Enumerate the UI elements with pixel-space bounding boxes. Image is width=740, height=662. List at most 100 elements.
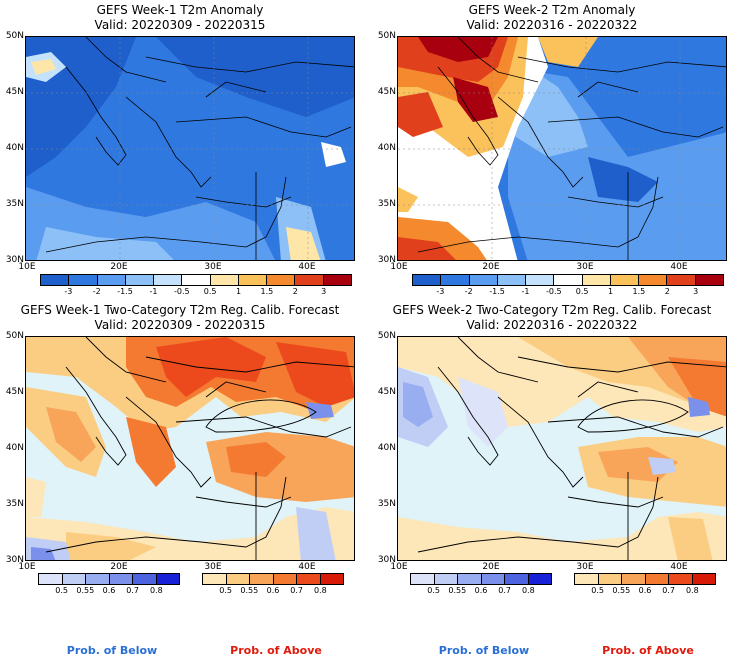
anomaly-colorbar-week1-swatch bbox=[295, 275, 324, 285]
below-colorbar-week2-tick-label: 0.6 bbox=[474, 586, 488, 595]
below-colorbar-week2-tick-label: 0.8 bbox=[521, 586, 535, 595]
panel1-title: GEFS Week-1 T2m Anomaly bbox=[96, 3, 264, 17]
p2-lon-30: 30E bbox=[576, 262, 594, 272]
anomaly-colorbar-week1-tick-label: 1 bbox=[235, 287, 242, 296]
above-colorbar-week1-swatch bbox=[297, 574, 321, 584]
anomaly-colorbar-week1-tick-label: -2 bbox=[92, 287, 101, 296]
p4-lon-40: 40E bbox=[670, 562, 688, 572]
below-colorbar-week1-swatch bbox=[62, 574, 86, 584]
p2-lon-40: 40E bbox=[670, 262, 688, 272]
above-colorbar-week1-swatch bbox=[203, 574, 227, 584]
above-colorbar-week2-swatch bbox=[575, 574, 599, 584]
map-week2-probability bbox=[397, 336, 727, 561]
panel2-valid: Valid: 20220316 - 20220322 bbox=[466, 18, 638, 32]
p1-lat-45: 45N bbox=[5, 87, 24, 97]
above-colorbar-week1-tick-label: 0.6 bbox=[266, 586, 280, 595]
above-colorbar-week1-tick-label: 0.8 bbox=[313, 586, 327, 595]
below-colorbar-week1 bbox=[38, 573, 180, 585]
p2-lon-10: 10E bbox=[390, 262, 408, 272]
anomaly-colorbar-week1-tick-label: -1.5 bbox=[117, 287, 133, 296]
anomaly-colorbar-week1-swatch bbox=[210, 275, 239, 285]
p2-lat-45: 45N bbox=[377, 87, 396, 97]
anomaly-colorbar-week2-tick-label: 1 bbox=[607, 287, 614, 296]
p4-lon-30: 30E bbox=[576, 562, 594, 572]
below-colorbar-week2-swatch bbox=[505, 574, 529, 584]
p3-lon-10: 10E bbox=[18, 562, 36, 572]
p1-lon-20: 20E bbox=[110, 262, 128, 272]
anomaly-colorbar-week2-swatch bbox=[582, 275, 611, 285]
p4-lat-45: 45N bbox=[377, 387, 396, 397]
panel2-title-block: GEFS Week-2 T2m Anomaly Valid: 20220316 … bbox=[372, 3, 732, 33]
anomaly-colorbar-week1-swatch bbox=[97, 275, 126, 285]
anomaly-colorbar-week2-tick-label: 0.5 bbox=[575, 287, 589, 296]
panel1-valid: Valid: 20220309 - 20220315 bbox=[94, 18, 266, 32]
below-colorbar-week2 bbox=[410, 573, 552, 585]
below-colorbar-week1-tick-label: 0.8 bbox=[149, 586, 163, 595]
above-colorbar-week2-tick-label: 0.8 bbox=[685, 586, 699, 595]
p1-lat-35: 35N bbox=[5, 199, 24, 209]
map-week1-anomaly bbox=[25, 36, 355, 261]
anomaly-colorbar-week2-tick-label: -3 bbox=[436, 287, 445, 296]
above-colorbar-week1 bbox=[202, 573, 344, 585]
above-colorbar-week1-tick-label: 0.5 bbox=[219, 586, 233, 595]
anomaly-colorbar-week2-swatch bbox=[497, 275, 527, 285]
anomaly-colorbar-week1-tick-label: 2 bbox=[292, 287, 298, 296]
anomaly-colorbar-week1-swatch bbox=[125, 275, 155, 285]
p3-lon-40: 40E bbox=[298, 562, 316, 572]
anomaly-colorbar-week2-swatch bbox=[526, 275, 555, 285]
panel3-title-block: GEFS Week-1 Two-Category T2m Reg. Calib.… bbox=[0, 303, 360, 333]
anomaly-colorbar-week1-tick-label: 3 bbox=[321, 287, 327, 296]
p1-lon-40: 40E bbox=[298, 262, 316, 272]
map-week2-anomaly bbox=[397, 36, 727, 261]
p2-lon-20: 20E bbox=[482, 262, 500, 272]
above-colorbar-week1-swatch bbox=[226, 574, 250, 584]
anomaly-colorbar-week2 bbox=[412, 274, 724, 286]
below-colorbar-week1-tick-label: 0.5 bbox=[55, 586, 69, 595]
above-colorbar-week2-tick-label: 0.6 bbox=[638, 586, 652, 595]
anomaly-colorbar-week1-swatch bbox=[238, 275, 268, 285]
p2-lat-50: 50N bbox=[377, 31, 396, 41]
anomaly-colorbar-week1-tick-label: 1.5 bbox=[260, 287, 274, 296]
map-week1-probability bbox=[25, 336, 355, 561]
below-colorbar-week1-swatch bbox=[156, 574, 179, 584]
anomaly-colorbar-week2-swatch bbox=[413, 275, 442, 285]
p4-lat-30: 30N bbox=[377, 555, 396, 565]
p1-lon-10: 10E bbox=[18, 262, 36, 272]
map-week1-probability-graphic bbox=[26, 337, 354, 560]
above-colorbar-week2-swatch bbox=[598, 574, 622, 584]
above-colorbar-week2-tick-label: 0.7 bbox=[662, 586, 676, 595]
prob-above-label-week1: Prob. of Above bbox=[230, 644, 322, 657]
anomaly-colorbar-week1-tick-label: -0.5 bbox=[174, 287, 190, 296]
above-colorbar-week1-tick-label: 0.55 bbox=[240, 586, 259, 595]
map-week2-anomaly-graphic bbox=[398, 37, 726, 260]
above-colorbar-week1-tick-label: 0.7 bbox=[290, 586, 304, 595]
below-colorbar-week2-swatch bbox=[411, 574, 435, 584]
p1-lat-30: 30N bbox=[5, 255, 24, 265]
anomaly-colorbar-week2-swatch bbox=[667, 275, 696, 285]
p3-lat-45: 45N bbox=[5, 387, 24, 397]
above-colorbar-week2-tick-label: 0.5 bbox=[591, 586, 605, 595]
below-colorbar-week1-swatch bbox=[109, 574, 133, 584]
p2-lat-30: 30N bbox=[377, 255, 396, 265]
p4-lon-10: 10E bbox=[390, 562, 408, 572]
p4-lat-40: 40N bbox=[377, 443, 396, 453]
below-colorbar-week2-tick-label: 0.55 bbox=[448, 586, 467, 595]
anomaly-colorbar-week2-tick-label: 3 bbox=[693, 287, 699, 296]
p3-lat-30: 30N bbox=[5, 555, 24, 565]
map-week1-anomaly-graphic bbox=[26, 37, 354, 260]
anomaly-colorbar-week2-tick-label: 2 bbox=[664, 287, 670, 296]
above-colorbar-week2 bbox=[574, 573, 716, 585]
anomaly-colorbar-week2-swatch bbox=[610, 275, 640, 285]
panel2-title: GEFS Week-2 T2m Anomaly bbox=[468, 3, 636, 17]
panel1-title-block: GEFS Week-1 T2m Anomaly Valid: 20220309 … bbox=[0, 3, 360, 33]
above-colorbar-week2-tick-label: 0.55 bbox=[612, 586, 631, 595]
panel3-valid: Valid: 20220309 - 20220315 bbox=[94, 318, 266, 332]
p4-lat-50: 50N bbox=[377, 331, 396, 341]
p2-lat-40: 40N bbox=[377, 143, 396, 153]
anomaly-colorbar-week2-tick-label: -0.5 bbox=[546, 287, 562, 296]
above-colorbar-week1-swatch bbox=[250, 574, 274, 584]
anomaly-colorbar-week2-swatch bbox=[441, 275, 470, 285]
prob-below-label-week1: Prob. of Below bbox=[66, 644, 158, 657]
below-colorbar-week2-swatch bbox=[481, 574, 505, 584]
p3-lat-35: 35N bbox=[5, 499, 24, 509]
